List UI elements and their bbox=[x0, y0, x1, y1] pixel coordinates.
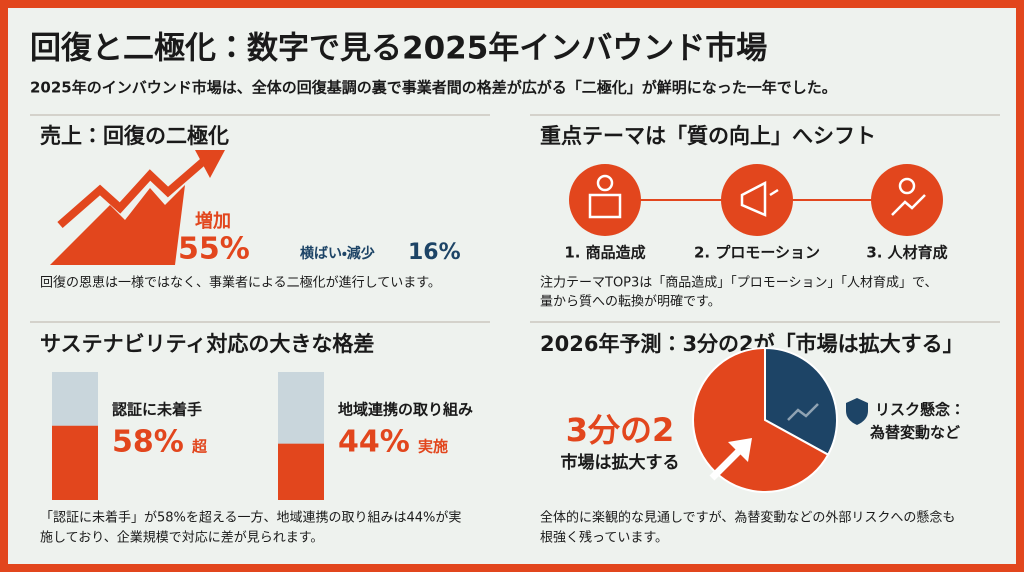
bar-value: 58% bbox=[112, 425, 184, 460]
share-label: 3分の2 bbox=[566, 411, 675, 449]
caption: 「認証に未着手」が58%を超える一方、地域連携の取り組みは44%が実 bbox=[40, 510, 461, 526]
risk-title: リスク懸念： bbox=[875, 401, 965, 419]
caption: 根強く残っています。 bbox=[540, 531, 668, 546]
theme-icons bbox=[569, 164, 943, 236]
bar-suffix: 超 bbox=[191, 438, 208, 456]
subtitle: 2025年のインバウンド市場は、全体の回復基調の裏で事業者間の格差が広がる「二極… bbox=[30, 79, 837, 97]
bar-label: 地域連携の取り組み bbox=[338, 401, 473, 419]
share-text: 市場は拡大する bbox=[561, 452, 680, 473]
pie-slice bbox=[764, 346, 838, 457]
flat-value: 16% bbox=[408, 240, 461, 265]
panel bbox=[8, 8, 1016, 564]
section-heading: 売上：回復の二極化 bbox=[40, 124, 229, 148]
caption: 回復の恩恵は一様ではなく、事業者による二極化が進行しています。 bbox=[40, 275, 441, 291]
theme-label: 2. プロモーション bbox=[694, 244, 820, 262]
section-heading: サステナビリティ対応の大きな格差 bbox=[40, 332, 374, 356]
bar bbox=[52, 425, 98, 500]
title: 回復と二極化：数字で見る2025年インバウンド市場 bbox=[30, 31, 767, 67]
bar-value: 44% bbox=[338, 425, 410, 460]
bar-label: 認証に未着手 bbox=[112, 401, 202, 419]
increase-value: 55% bbox=[178, 232, 250, 267]
pie-icons bbox=[709, 398, 868, 481]
caption: 量から質への転換が明確です。 bbox=[540, 294, 721, 310]
growth-icon bbox=[50, 150, 225, 265]
caption: 注力テーマTOP3は「商品造成」「プロモーション」「人材育成」で、 bbox=[540, 275, 938, 291]
risk-text: 為替変動など bbox=[869, 424, 960, 442]
bar bbox=[278, 443, 324, 500]
increase-label: 増加 bbox=[195, 210, 231, 232]
theme-labels: 1. 商品造成 2. プロモーション 3. 人材育成 bbox=[564, 244, 947, 262]
theme-label: 3. 人材育成 bbox=[866, 244, 947, 262]
caption: 施しており、企業規模で対応に差が見られます。 bbox=[40, 530, 323, 546]
caption: 全体的に楽観的な見通しですが、為替変動などの外部リスクへの懸念も bbox=[540, 510, 955, 526]
bar-suffix: 実施 bbox=[418, 438, 448, 456]
section-heading: 重点テーマは「質の向上」へシフト bbox=[540, 124, 876, 148]
pie-slice bbox=[692, 346, 830, 493]
pie bbox=[692, 346, 838, 493]
flat-label: 横ばい・減少 bbox=[300, 245, 375, 262]
theme-label: 1. 商品造成 bbox=[564, 244, 645, 262]
bars: 認証に未着手 58% 超 地域連携の取り組み 44% 実施 bbox=[52, 372, 473, 500]
